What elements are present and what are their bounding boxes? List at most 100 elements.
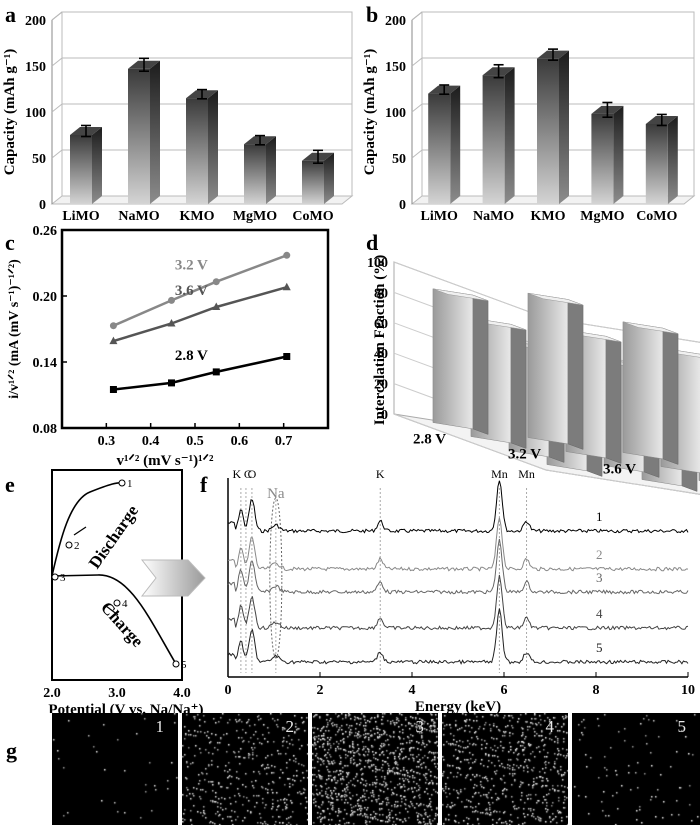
na-map-image bbox=[52, 713, 178, 825]
x-tick-label: MgMO bbox=[233, 209, 277, 224]
x-tick-label: 2 bbox=[317, 683, 324, 698]
y-tick-label: 100 bbox=[25, 106, 46, 121]
data-point bbox=[109, 386, 117, 393]
state-label: 3 bbox=[60, 572, 66, 584]
state-point bbox=[172, 660, 180, 668]
state-point bbox=[113, 599, 121, 607]
x-tick-label: NaMO bbox=[473, 209, 514, 224]
na-map-image bbox=[312, 713, 438, 825]
y-tick-label: 150 bbox=[385, 60, 406, 75]
series-label: 2.8 V bbox=[175, 348, 208, 364]
na-map-tile: 5 bbox=[572, 713, 700, 825]
bar-side bbox=[504, 67, 515, 204]
chart-b: 0 50 100 150 200 LiMO NaMO KMO MgMO CoMO Capacity … bbox=[362, 11, 696, 224]
depth-tick-label: 0.1 bbox=[698, 456, 700, 478]
spectrum-label: 4 bbox=[596, 606, 603, 621]
z-tick-label: 100 bbox=[367, 256, 388, 271]
spectrum-line bbox=[227, 608, 689, 665]
y-axis-title: Capacity (mAh g⁻¹) bbox=[2, 49, 18, 176]
bar bbox=[128, 68, 150, 204]
bar-side bbox=[472, 294, 489, 435]
data-point bbox=[212, 278, 220, 286]
bar-side bbox=[324, 152, 334, 204]
state-label: 2 bbox=[74, 540, 80, 552]
x-tick-label: 0.6 bbox=[231, 434, 249, 449]
z-tick-label: 40 bbox=[374, 347, 388, 362]
x-tick-label: 10 bbox=[681, 683, 695, 698]
x-tick-label: 0.7 bbox=[275, 434, 293, 449]
na-map-tile: 2 bbox=[182, 713, 308, 825]
data-point bbox=[168, 379, 176, 387]
y-tick-label: 100 bbox=[385, 106, 406, 121]
x-axis-title: Energy (keV) bbox=[415, 699, 501, 713]
y-tick-label: 0 bbox=[39, 198, 46, 213]
spectrum-label: 3 bbox=[596, 570, 603, 585]
peak-label: C bbox=[244, 467, 252, 481]
bar bbox=[622, 321, 664, 460]
state-label: 4 bbox=[122, 598, 128, 610]
x-tick-label: CoMO bbox=[636, 209, 677, 224]
bar-top bbox=[432, 288, 489, 301]
panel-letter-g: g bbox=[6, 738, 17, 763]
series-label: 3.6 V bbox=[175, 283, 208, 299]
grid-line bbox=[51, 149, 63, 159]
bar-side bbox=[605, 335, 622, 464]
x-tick-label: 0.4 bbox=[142, 434, 160, 449]
panel-letter-e: e bbox=[5, 472, 15, 497]
bar-side bbox=[567, 299, 584, 450]
data-point bbox=[283, 353, 291, 360]
bar bbox=[482, 75, 505, 204]
map-label: 4 bbox=[545, 717, 555, 736]
series-line bbox=[113, 355, 288, 391]
grid-line bbox=[393, 413, 700, 495]
x-tick-label: 8 bbox=[593, 683, 600, 698]
y-tick-label: 0 bbox=[399, 198, 406, 213]
grid-line bbox=[51, 103, 63, 113]
transition-arrow-icon bbox=[140, 559, 206, 597]
bar bbox=[527, 292, 569, 445]
bar-top bbox=[527, 292, 584, 306]
state-point bbox=[65, 541, 73, 549]
y-axis-title: Capacity (mAh g⁻¹) bbox=[362, 49, 378, 176]
spectrum-line bbox=[227, 574, 689, 631]
y-tick-label: 200 bbox=[385, 14, 406, 29]
x-tick-label: 4.0 bbox=[173, 686, 191, 701]
x-tick-label: LiMO bbox=[62, 209, 99, 224]
bar bbox=[645, 123, 668, 204]
map-label: 3 bbox=[415, 717, 425, 736]
series-line bbox=[113, 285, 288, 343]
x-tick-label: 3.6 V bbox=[603, 462, 636, 478]
map-label: 1 bbox=[155, 717, 165, 736]
bar bbox=[70, 135, 92, 204]
x-axis-title: Potential (V vs. Na/Na⁺) bbox=[48, 702, 203, 713]
bar-side bbox=[150, 60, 160, 205]
bar-side bbox=[208, 90, 218, 204]
x-tick-label: 0.5 bbox=[186, 434, 204, 449]
z-tick-label: 60 bbox=[374, 317, 388, 332]
map-label: 5 bbox=[677, 717, 687, 736]
na-map-tile: 4 bbox=[442, 713, 568, 825]
map-label: 2 bbox=[285, 717, 295, 736]
spectrum-line bbox=[227, 538, 689, 595]
charge-curve bbox=[51, 574, 177, 665]
peak-label: K bbox=[376, 467, 385, 481]
charge-arrow-icon bbox=[105, 605, 119, 616]
y-tick-label: 50 bbox=[32, 152, 46, 167]
bar bbox=[244, 144, 266, 204]
chart-c: 0.3 0.4 0.5 0.6 0.7 0.08 0.14 0.20 0.26 3.2 V 3.6 … bbox=[7, 224, 330, 469]
x-tick-label: LiMO bbox=[421, 209, 458, 224]
x-tick-label: 6 bbox=[501, 683, 508, 698]
bar-side bbox=[266, 136, 276, 204]
discharge-arrow-icon bbox=[73, 526, 87, 536]
bar-top bbox=[622, 321, 679, 334]
y-tick-label: 0.20 bbox=[33, 290, 58, 305]
panel-letter-c: c bbox=[5, 230, 15, 255]
bar bbox=[591, 113, 614, 204]
x-tick-label: NaMO bbox=[118, 209, 159, 224]
series-line bbox=[112, 254, 288, 327]
bar-side bbox=[667, 115, 678, 204]
x-tick-label: 3.2 V bbox=[508, 447, 541, 463]
y-tick-label: 0.08 bbox=[33, 422, 58, 437]
y-tick-label: 0.26 bbox=[33, 224, 58, 239]
state-label: 5 bbox=[181, 659, 187, 671]
